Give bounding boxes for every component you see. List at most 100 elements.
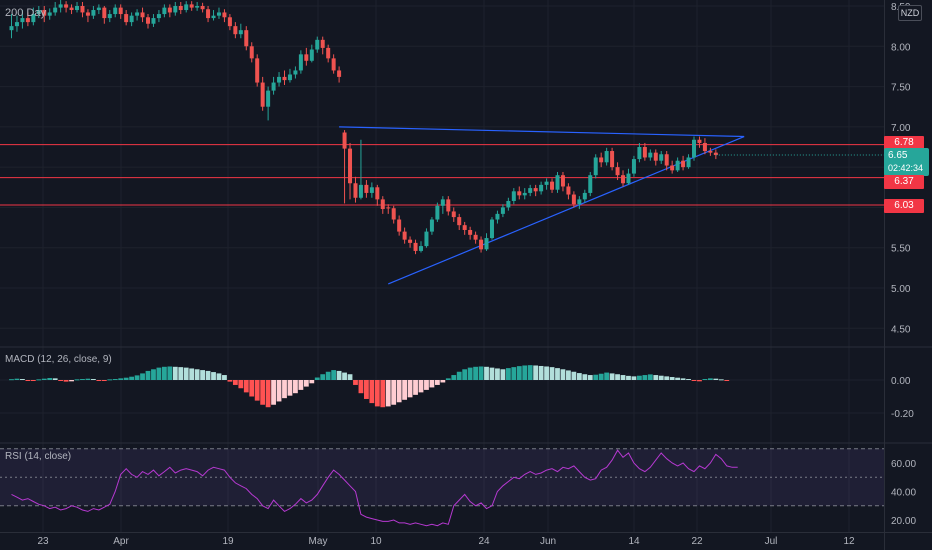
candle-81: [451, 207, 456, 222]
candle-11: [69, 4, 74, 15]
candle-118: [653, 149, 658, 166]
candle-47: [266, 86, 271, 121]
macd-label[interactable]: MACD (12, 26, close, 9): [5, 354, 112, 365]
candle-body-77: [429, 219, 434, 232]
macd-bar-25: [145, 370, 151, 380]
macd-bar-129: [713, 378, 719, 380]
indicator-label[interactable]: 200 Day: [5, 7, 46, 19]
candle-body-113: [626, 173, 631, 184]
time-tick-label-2: 19: [222, 536, 234, 547]
candle-33: [189, 1, 194, 11]
macd-bar-39: [222, 375, 227, 380]
candle-72: [402, 227, 407, 244]
macd-bar-122: [675, 377, 681, 380]
rsi-label[interactable]: RSI (14, close): [5, 451, 72, 462]
candle-body-3: [25, 18, 30, 23]
macd-bar-24: [140, 373, 145, 380]
candle-78: [435, 202, 440, 222]
candle-body-85: [473, 234, 478, 240]
price-pane[interactable]: [0, 0, 884, 285]
candle-45: [255, 54, 260, 87]
candle-35: [200, 2, 205, 13]
macd-bar-51: [287, 380, 293, 396]
candle-18: [107, 10, 112, 23]
macd-bar-57: [320, 374, 326, 380]
macd-bar-28: [161, 366, 167, 380]
macd-bar-20: [118, 378, 124, 380]
macd-bar-23: [134, 375, 140, 380]
macd-bar-56: [314, 377, 320, 380]
macd-bar-85: [473, 366, 478, 380]
candle-body-128: [708, 151, 713, 153]
candle-body-55: [309, 49, 314, 61]
candle-23: [135, 9, 140, 21]
candle-body-6: [42, 10, 47, 16]
candle-29: [167, 4, 172, 18]
candle-89: [495, 210, 500, 224]
macd-bar-120: [664, 376, 670, 380]
macd-bar-65: [364, 380, 369, 399]
grid-lines: [0, 0, 884, 532]
macd-bar-32: [183, 367, 189, 380]
macd-bar-126: [697, 380, 702, 382]
horizontal-levels[interactable]: [0, 144, 884, 206]
candle-body-108: [599, 157, 604, 163]
macd-bar-93: [516, 366, 522, 380]
candle-body-63: [353, 183, 358, 198]
candle-64: [358, 139, 363, 200]
candle-62: [348, 142, 353, 200]
candle-body-50: [282, 76, 287, 81]
candle-12: [75, 1, 80, 13]
time-axis[interactable]: 23 Apr 19 May 10 24 Jun 14 22 Jul 12: [37, 536, 855, 547]
candle-51: [287, 68, 292, 83]
candle-body-123: [681, 160, 686, 168]
time-tick-label-0: 23: [37, 536, 49, 547]
candle-104: [577, 196, 582, 210]
candle-26: [151, 14, 156, 27]
macd-bar-84: [467, 367, 473, 380]
candle-body-35: [200, 6, 205, 10]
candle-19: [113, 4, 118, 18]
price-axis[interactable]: 8.508.007.507.006.506.005.505.004.500.00…: [891, 2, 916, 527]
candle-50: [282, 70, 287, 85]
macd-bar-18: [107, 379, 113, 381]
candle-body-48: [271, 82, 276, 91]
macd-bar-89: [495, 368, 500, 380]
time-tick-label-6: Jun: [540, 536, 556, 547]
candle-body-38: [216, 12, 221, 16]
bar-countdown: 02:42:34: [888, 163, 924, 173]
macd-bar-125: [691, 380, 697, 381]
candle-body-95: [528, 188, 533, 193]
macd-bar-9: [58, 380, 64, 381]
candle-body-39: [222, 12, 227, 18]
price-tag-6-37: 6.37: [884, 175, 924, 189]
macd-bar-71: [396, 380, 402, 403]
candle-body-7: [47, 12, 52, 16]
candle-44: [249, 42, 254, 63]
time-tick-label-1: Apr: [113, 536, 129, 547]
candle-body-120: [664, 154, 669, 166]
rsi-tick-label-2: 20.00: [891, 516, 916, 527]
macd-bar-108: [598, 373, 604, 380]
rsi-pane[interactable]: [0, 448, 884, 527]
macd-pane[interactable]: [9, 365, 730, 408]
candle-body-19: [113, 7, 118, 15]
macd-bar-101: [560, 369, 566, 380]
macd-bar-67: [374, 380, 380, 407]
candle-body-96: [533, 188, 538, 192]
macd-bar-79: [440, 380, 446, 383]
candle-128: [708, 147, 713, 156]
macd-bar-30: [172, 366, 178, 380]
candle-108: [599, 152, 604, 168]
candle-body-73: [408, 239, 413, 243]
macd-bar-112: [620, 375, 626, 380]
macd-bar-33: [189, 368, 195, 380]
macd-bar-3: [25, 380, 31, 381]
candle-87: [484, 233, 489, 251]
rsi-tick-label-1: 40.00: [891, 488, 916, 499]
candle-66: [369, 182, 374, 198]
currency-badge[interactable]: NZD: [898, 5, 922, 21]
macd-bar-49: [276, 380, 282, 402]
